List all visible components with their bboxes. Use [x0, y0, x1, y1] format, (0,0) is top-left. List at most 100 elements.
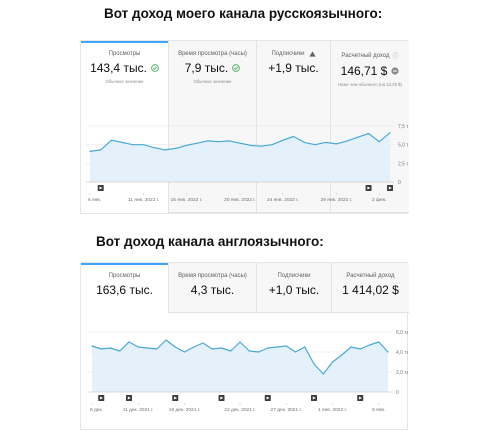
data-point	[294, 351, 297, 353]
data-point	[202, 342, 204, 344]
card-label: Расчетный доход	[346, 273, 395, 279]
card-value: 1 414,02 $	[342, 283, 399, 297]
data-point	[239, 341, 241, 343]
data-point	[276, 346, 278, 348]
data-point	[91, 345, 93, 347]
data-point	[217, 141, 220, 143]
play-icon	[367, 186, 371, 190]
check-circle-icon	[232, 64, 240, 72]
minus-circle-icon	[391, 67, 399, 75]
card-label: Время просмотра (часы)	[178, 273, 247, 279]
views-card[interactable]: Просмотры 143,4 тыс. Обычное значение	[81, 41, 169, 213]
card-label: Просмотры	[108, 273, 141, 279]
data-point	[325, 141, 327, 144]
play-icon	[99, 186, 103, 190]
x-tick-label: 6 дек.	[90, 407, 103, 413]
section-2-heading: Вот доход канала англоязычного:	[96, 234, 324, 249]
y-tick-label: 5,0 тыс.	[398, 143, 408, 149]
x-tick-label: 2 фев.	[372, 197, 387, 203]
data-point	[248, 350, 250, 352]
data-point	[303, 141, 305, 144]
data-point	[193, 346, 195, 348]
data-point	[174, 346, 176, 348]
subscribers-card[interactable]: Подписчики +1,9 тыс.	[257, 41, 331, 213]
data-point	[153, 147, 155, 149]
data-point	[378, 141, 380, 143]
card-value: 146,71 $	[340, 64, 388, 78]
play-icon	[359, 396, 363, 400]
data-point	[146, 347, 149, 349]
data-point	[367, 132, 370, 135]
data-point	[304, 346, 306, 348]
x-tick-label: 6 янв.	[88, 197, 101, 203]
info-icon[interactable]: ⓘ	[392, 54, 399, 60]
subscribers-card[interactable]: Подписчики +1,0 тыс.	[257, 263, 332, 313]
card-value: +1,0 тыс.	[268, 283, 320, 297]
data-point	[164, 149, 166, 151]
card-value: 143,4 тыс.	[90, 61, 147, 75]
data-point	[175, 147, 177, 149]
y-tick-label: 2,0 тыс.	[396, 370, 408, 376]
x-tick-label: 15 янв. 2022 г.	[171, 197, 203, 203]
data-point	[250, 144, 252, 147]
data-point	[142, 144, 145, 146]
area-fill	[90, 132, 390, 182]
check-circle-icon	[151, 64, 159, 72]
data-point	[121, 141, 123, 144]
watch-time-card[interactable]: Время просмотра (часы) 4,3 тыс.	[169, 263, 257, 313]
y-tick-label: 4,0 тыс.	[396, 350, 408, 356]
card-value: 163,6 тыс.	[96, 283, 153, 297]
y-tick-label: 2,5 тыс.	[398, 161, 408, 167]
data-point	[89, 150, 91, 152]
card-note: Обычное значение	[193, 79, 232, 84]
data-point	[220, 347, 223, 349]
play-icon	[266, 396, 270, 400]
y-tick-label: 6,0 тыс.	[396, 330, 408, 336]
data-point	[196, 142, 198, 144]
data-point	[368, 344, 371, 346]
metric-cards: Просмотры 143,4 тыс. Обычное значение Вр…	[81, 41, 409, 213]
y-tick-label: 0	[398, 180, 401, 186]
data-point	[260, 145, 263, 147]
y-tick-label: 0	[396, 390, 399, 396]
data-point	[285, 345, 287, 347]
data-point	[267, 347, 269, 349]
x-tick-label: 11 дек. 2021 г.	[123, 407, 154, 413]
revenue-card[interactable]: Расчетный доход 1 414,02 $	[332, 263, 409, 313]
play-icon	[127, 396, 131, 400]
data-point	[357, 136, 359, 138]
data-point	[341, 354, 343, 356]
data-point	[156, 348, 158, 350]
data-point	[137, 346, 139, 348]
watch-time-card[interactable]: Время просмотра (часы) 7,9 тыс. Обычное …	[169, 41, 257, 213]
data-point	[322, 373, 324, 375]
data-point	[211, 348, 213, 350]
section-1-heading: Вот доход моего канала русскоязычного:	[104, 6, 383, 21]
metric-cards: Просмотры 163,6 тыс. Время просмотра (ча…	[81, 263, 409, 313]
card-note: Обычное значение	[105, 79, 144, 84]
x-tick-label: 16 дек. 2021 г.	[169, 407, 200, 413]
data-point	[100, 149, 102, 151]
play-icon	[174, 396, 178, 400]
views-card[interactable]: Просмотры 163,6 тыс.	[81, 263, 169, 313]
data-point	[313, 363, 315, 365]
play-icon	[100, 396, 104, 400]
data-point	[183, 351, 186, 353]
card-value: 4,3 тыс.	[190, 283, 235, 297]
data-point	[378, 341, 380, 343]
data-point	[282, 139, 284, 141]
data-point	[335, 143, 338, 145]
card-label: Время просмотра (часы)	[178, 51, 247, 57]
data-point	[239, 142, 241, 144]
warning-triangle-icon	[308, 51, 316, 57]
data-point	[257, 351, 260, 353]
data-point	[228, 140, 230, 142]
data-point	[207, 140, 209, 142]
revenue-card[interactable]: Расчетный доход ⓘ 146,71 $ Ниже чем обыч…	[331, 41, 409, 213]
play-icon	[312, 396, 316, 400]
card-label: Подписчики	[271, 51, 305, 57]
data-point	[359, 348, 361, 350]
analytics-panel-russian: Просмотры 143,4 тыс. Обычное значение Вр…	[80, 40, 409, 214]
data-point	[346, 140, 348, 142]
y-tick-label: 7,5 тыс.	[398, 124, 408, 130]
